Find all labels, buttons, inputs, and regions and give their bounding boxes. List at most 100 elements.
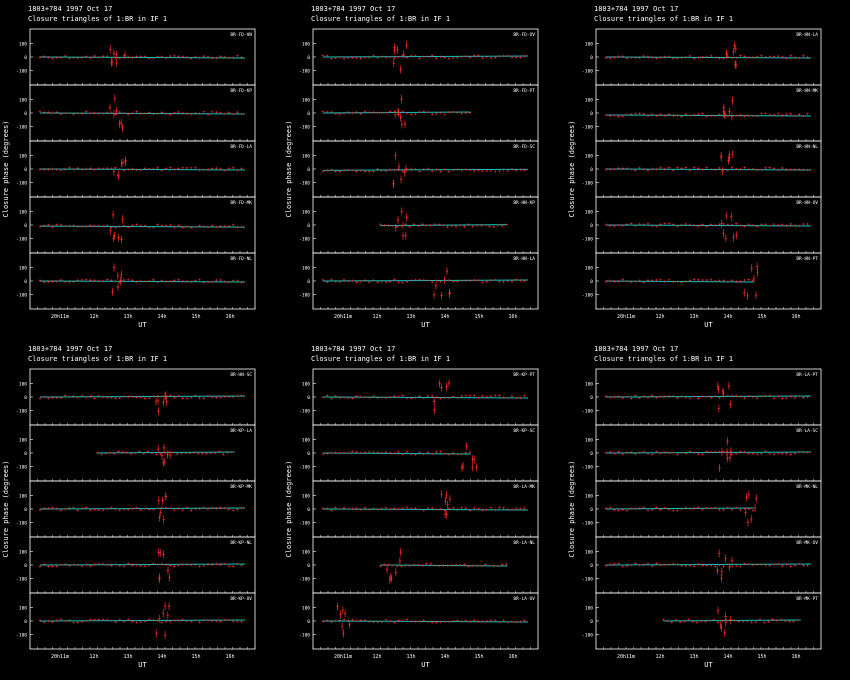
data-point <box>223 506 227 510</box>
data-point <box>523 279 526 283</box>
data-point <box>227 224 231 228</box>
y-tick-label: -100 <box>16 180 27 186</box>
x-tick-label: 13h <box>406 314 415 320</box>
data-point <box>89 564 92 568</box>
data-point <box>688 114 692 117</box>
data-point <box>724 621 728 624</box>
data-point <box>676 56 679 60</box>
data-point <box>747 114 751 117</box>
data-point <box>422 168 426 171</box>
data-point <box>147 167 151 171</box>
x-tick-label: 16h <box>225 654 234 660</box>
triangle-label: BR-FD-KP <box>230 88 252 94</box>
data-point <box>621 508 625 512</box>
data-point <box>359 618 363 622</box>
data-point <box>450 224 454 228</box>
data-point <box>173 54 176 58</box>
data-point <box>716 384 720 388</box>
data-point <box>802 396 805 400</box>
data-point <box>472 458 476 462</box>
data-point <box>725 450 729 454</box>
data-point <box>198 56 201 60</box>
data-point <box>467 223 470 226</box>
data-point <box>701 55 704 59</box>
data-point <box>746 619 749 623</box>
data-point <box>776 112 780 115</box>
data-point <box>493 394 497 397</box>
data-point <box>338 396 342 399</box>
data-point <box>401 281 405 284</box>
data-point <box>426 110 430 114</box>
data-point <box>135 620 138 624</box>
x-tick-label: 14h <box>157 314 166 320</box>
data-point <box>210 280 214 284</box>
data-point <box>160 395 164 398</box>
data-point <box>676 113 679 117</box>
data-point <box>608 279 612 283</box>
data-point <box>112 52 116 55</box>
data-point <box>202 506 206 509</box>
x-tick-label: 15h <box>191 654 200 660</box>
data-point <box>806 168 809 172</box>
data-point <box>629 56 633 59</box>
data-point <box>755 225 759 228</box>
data-point <box>728 456 732 459</box>
triangle-label: BR-HN-KP <box>513 200 535 206</box>
data-point <box>722 56 725 60</box>
triangle-label: BR-FD-HN <box>230 32 252 38</box>
data-point <box>121 217 124 221</box>
data-point <box>806 451 809 454</box>
data-point <box>181 508 185 512</box>
data-point <box>621 224 625 227</box>
data-point <box>435 450 438 454</box>
data-point <box>604 564 608 567</box>
data-point <box>764 394 767 398</box>
data-point <box>164 224 168 228</box>
data-point <box>496 223 500 227</box>
data-point <box>739 565 742 568</box>
data-point <box>156 506 159 510</box>
data-point <box>409 54 413 58</box>
data-point <box>502 506 505 510</box>
data-point <box>400 123 404 126</box>
data-point <box>143 112 147 115</box>
data-point <box>781 166 784 170</box>
data-point <box>705 166 709 169</box>
data-point <box>697 452 700 456</box>
data-point <box>613 113 616 117</box>
data-point <box>110 60 114 64</box>
data-point <box>215 225 218 229</box>
data-point <box>608 450 612 454</box>
data-point <box>451 56 455 60</box>
data-point <box>164 167 168 170</box>
data-point <box>426 55 430 59</box>
data-point <box>724 214 728 218</box>
data-point <box>432 400 436 403</box>
data-point <box>502 54 505 58</box>
data-point <box>642 54 646 58</box>
data-point <box>638 112 641 116</box>
data-point <box>437 564 441 568</box>
data-point <box>126 508 130 511</box>
data-point <box>346 56 350 60</box>
y-tick-label: 100 <box>302 494 310 500</box>
data-point <box>718 466 721 470</box>
x-tick-label: 16h <box>508 314 517 320</box>
data-point <box>734 564 738 568</box>
data-point <box>173 168 176 171</box>
data-point <box>105 54 109 58</box>
data-point <box>484 223 487 227</box>
data-point <box>215 619 218 623</box>
data-point <box>321 110 325 113</box>
data-point <box>781 113 784 117</box>
data-point <box>789 222 793 226</box>
y-tick-label: 100 <box>585 606 593 612</box>
data-point <box>430 620 434 624</box>
data-point <box>219 620 222 623</box>
triangle-label: BR-KP-SC <box>513 428 535 434</box>
data-point <box>604 113 608 117</box>
data-point <box>730 279 734 282</box>
data-point <box>489 56 493 60</box>
data-point <box>785 224 788 227</box>
data-point <box>663 280 667 284</box>
